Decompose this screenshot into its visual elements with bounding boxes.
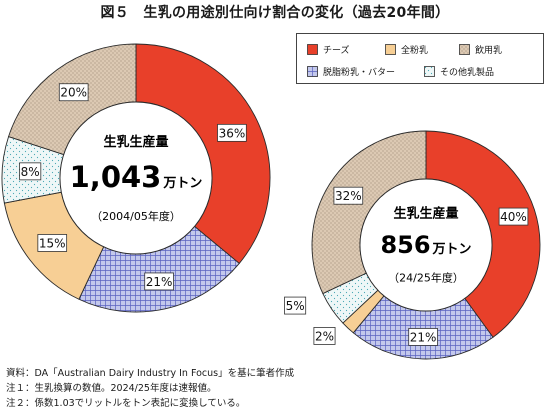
footnote-2: 注２：係数1.03でリットルをトン表記に変換している。: [6, 398, 246, 409]
data-label-cheese: 40%: [500, 210, 527, 224]
legend-swatch-drinking-milk: [459, 44, 470, 55]
center-value: 856 万トン: [380, 231, 471, 259]
legend-item-other-dairy: その他乳製品: [424, 65, 494, 78]
label-box-drinking-milk: [333, 186, 364, 205]
legend-item-skim-powder-butter: 脱脂粉乳・バター: [307, 65, 395, 78]
donut-hole: [359, 178, 493, 312]
legend-label-other-dairy: その他乳製品: [440, 68, 495, 78]
legend-swatch-whole-milk-powder: [385, 44, 396, 55]
label-box-whole-milk-powder: [37, 234, 68, 252]
center-value: 1,043 万トン: [70, 160, 203, 194]
data-label-drinking-milk: 32%: [335, 189, 362, 203]
legend-label-skim-powder-butter: 脱脂粉乳・バター: [323, 68, 396, 78]
label-box-whole-milk-powder: [313, 327, 336, 345]
center-period: （2004/05年度）: [91, 209, 181, 223]
center-period: （24/25年度）: [388, 270, 464, 284]
label-box-skim-powder-butter: [144, 272, 174, 291]
donut-1: 36% 21% 15% 8% 20% 生乳生産量 1,043 万トン （2004/05年度）: [1, 43, 271, 313]
legend-label-cheese: チーズ: [323, 46, 350, 56]
legend-item-cheese: チーズ: [307, 43, 350, 56]
center-heading: 生乳生産量: [393, 205, 458, 221]
data-label-whole-milk-powder: 15%: [39, 236, 66, 250]
donut-2: 40% 21% 2% 5% 32% 生乳生産量 856 万トン （24/25年度）: [284, 130, 541, 360]
legend-label-whole-milk-powder: 全粉乳: [401, 46, 429, 56]
data-label-other-dairy: 5%: [286, 299, 305, 313]
data-label-skim-powder-butter: 21%: [410, 330, 437, 344]
chart-title: 図５ 生乳の用途別仕向け割合の変化（過去20年間）: [100, 5, 450, 21]
label-box-skim-powder-butter: [408, 328, 438, 346]
footnote-1: 注１：生乳換算の数値。2024/25年度は速報値。: [6, 383, 217, 394]
source-note: 資料：DA「Australian Dairy Industry In Focus…: [6, 368, 295, 379]
legend-swatch-other-dairy: [424, 66, 435, 77]
label-box-cheese: [217, 123, 247, 142]
legend-swatch-cheese: [307, 44, 318, 55]
data-label-other-dairy: 8%: [21, 165, 40, 179]
footnotes: 資料：DA「Australian Dairy Industry In Focus…: [6, 366, 294, 411]
data-label-cheese: 36%: [219, 126, 246, 140]
data-label-whole-milk-powder: 2%: [315, 329, 334, 343]
legend-label-drinking-milk: 飲用乳: [475, 46, 503, 56]
label-box-other-dairy: [284, 296, 307, 315]
label-box-cheese: [498, 207, 529, 226]
legend-swatch-skim-powder-butter: [307, 66, 318, 77]
center-heading: 生乳生産量: [103, 134, 168, 150]
label-box-other-dairy: [19, 162, 42, 181]
label-box-drinking-milk: [58, 83, 89, 102]
legend-item-drinking-milk: 飲用乳: [459, 43, 502, 56]
data-label-skim-powder-butter: 21%: [146, 275, 173, 289]
donut-hole: [59, 101, 213, 255]
legend-item-whole-milk-powder: 全粉乳: [385, 43, 428, 56]
legend: チーズ 全粉乳 飲用乳 脱脂粉乳・バター その他乳製品: [296, 33, 544, 84]
data-label-drinking-milk: 20%: [60, 86, 87, 100]
